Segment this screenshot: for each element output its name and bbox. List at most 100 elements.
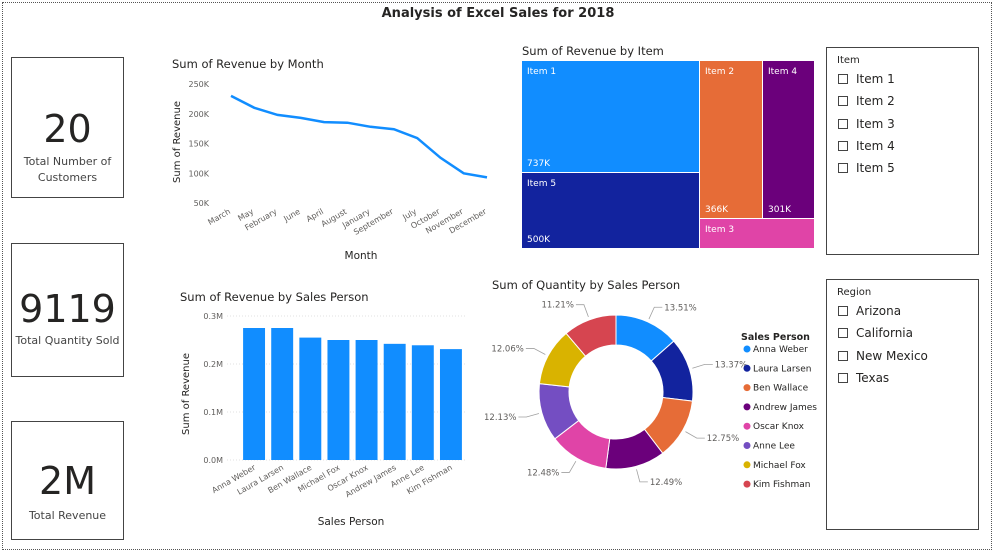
legend-item[interactable]: Michael Fox — [753, 461, 806, 471]
card-total-customers[interactable]: 20 Total Number of Customers — [11, 57, 124, 198]
slicer-option-item-1[interactable]: Item 1 — [838, 68, 978, 90]
card-label-2: Customers — [37, 171, 98, 184]
checkbox[interactable] — [838, 350, 848, 361]
x-tick-label: June — [281, 207, 302, 224]
checkbox[interactable] — [838, 306, 848, 317]
y-tick-label: 0.2M — [203, 360, 223, 369]
slicer-option-new-mexico[interactable]: New Mexico — [838, 345, 978, 367]
card-value: 9119 — [19, 287, 116, 331]
card-total-quantity[interactable]: 9119 Total Quantity Sold — [11, 243, 124, 377]
bar-chart-title: Sum of Revenue by Sales Person — [180, 290, 369, 304]
slicer-option-california[interactable]: California — [838, 322, 978, 344]
slicer-option-label: Item 2 — [856, 94, 895, 109]
treemap-tile-item-5[interactable]: Item 5 500K — [522, 173, 699, 248]
slicer-option-item-5[interactable]: Item 5 — [838, 157, 978, 179]
card-total-revenue[interactable]: 2M Total Revenue — [11, 421, 124, 540]
y-tick-label: 0.1M — [203, 408, 223, 417]
slicer-option-label: California — [856, 326, 913, 341]
card-label: Total Quantity Sold — [15, 334, 120, 347]
legend-item[interactable]: Oscar Knox — [753, 422, 805, 432]
leader-line — [685, 431, 705, 439]
legend-marker — [743, 461, 751, 469]
slicer-option-label: Arizona — [856, 304, 902, 319]
data-label: 12.75% — [707, 434, 739, 444]
leader-line — [648, 306, 663, 320]
x-tick-label: March — [206, 207, 232, 227]
data-label: 12.06% — [491, 344, 523, 354]
treemap-tile-item-3[interactable]: Item 3 — [700, 219, 814, 248]
revenue-line — [230, 94, 488, 179]
leader-line — [636, 469, 648, 483]
treemap-tile-item-2[interactable]: Item 2 366K — [700, 61, 762, 218]
treemap-tile-item-1[interactable]: Item 1 737K — [522, 61, 699, 172]
x-axis-title: Month — [345, 250, 378, 262]
slicer-option-texas[interactable]: Texas — [838, 367, 978, 389]
legend-item[interactable]: Andrew James — [753, 403, 817, 413]
legend-marker — [743, 403, 751, 411]
bar[interactable] — [271, 328, 294, 460]
treemap-tile-label: Item 5 — [527, 179, 557, 189]
bar[interactable] — [299, 337, 322, 460]
data-label: 12.48% — [527, 468, 559, 478]
leader-line — [561, 461, 577, 473]
legend-item[interactable]: Kim Fishman — [753, 480, 810, 490]
data-label: 13.37% — [715, 360, 747, 370]
treemap-tile-label: Item 4 — [768, 67, 798, 77]
y-axis-title: Sum of Revenue — [181, 353, 192, 435]
donut-slice[interactable] — [565, 314, 617, 357]
legend-marker — [743, 442, 751, 449]
checkbox[interactable] — [838, 141, 848, 152]
slicer-option-label: Texas — [856, 371, 890, 386]
leader-line — [575, 304, 589, 318]
data-label: 12.13% — [485, 413, 516, 423]
bar[interactable] — [439, 349, 462, 460]
bar[interactable] — [411, 345, 434, 460]
y-axis-title: Sum of Revenue — [172, 101, 183, 183]
slicer-option-item-4[interactable]: Item 4 — [838, 135, 978, 157]
bar[interactable] — [383, 343, 406, 460]
slicer-option-item-3[interactable]: Item 3 — [838, 113, 978, 135]
legend-item[interactable]: Laura Larsen — [753, 364, 811, 374]
bar[interactable] — [243, 328, 266, 460]
legend-item[interactable]: Anna Weber — [753, 345, 808, 355]
leader-line — [518, 413, 540, 418]
donut-chart[interactable]: 13.51% 13.37% 12.75% 12.49% 12.48% 12.13% 12.0… — [485, 296, 825, 506]
legend-item[interactable]: Anne Lee — [753, 442, 795, 452]
checkbox[interactable] — [838, 373, 848, 384]
treemap-tile-value: 366K — [705, 205, 729, 215]
slicer-option-arizona[interactable]: Arizona — [838, 300, 978, 322]
treemap-tile-item-4[interactable]: Item 4 301K — [763, 61, 814, 218]
treemap-tile-value: 500K — [527, 235, 551, 245]
legend-title: Sales Person — [741, 332, 810, 343]
checkbox[interactable] — [838, 96, 848, 107]
donut-chart-title: Sum of Quantity by Sales Person — [492, 278, 681, 292]
region-slicer: Region Arizona California New Mexico Tex… — [826, 279, 979, 530]
legend-marker — [743, 480, 751, 488]
legend-marker — [743, 384, 751, 392]
treemap-tile-label: Item 1 — [527, 67, 557, 77]
y-tick-label: 250K — [188, 80, 209, 89]
item-slicer: Item Item 1 Item 2 Item 3 Item 4 Item 5 — [826, 47, 979, 255]
leader-line — [692, 363, 713, 369]
treemap-tile-label: Item 2 — [705, 67, 735, 77]
bar[interactable] — [327, 340, 350, 460]
treemap-chart[interactable]: Item 1 737K Item 5 500K Item 2 366K Item 4 301K… — [522, 61, 814, 248]
bar[interactable] — [355, 340, 378, 460]
checkbox[interactable] — [838, 163, 848, 174]
checkbox[interactable] — [838, 328, 848, 339]
line-chart-title: Sum of Revenue by Month — [172, 57, 324, 71]
data-label: 11.21% — [541, 301, 573, 311]
data-label: 13.51% — [664, 303, 696, 313]
y-tick-label: 50K — [194, 199, 210, 208]
checkbox[interactable] — [838, 74, 848, 85]
y-tick-label: 0.0M — [203, 456, 223, 465]
slicer-option-label: New Mexico — [856, 348, 928, 363]
legend-item[interactable]: Ben Wallace — [753, 384, 809, 394]
leader-line — [525, 348, 546, 355]
treemap-tile-value: 737K — [527, 159, 551, 169]
checkbox[interactable] — [838, 118, 848, 129]
slicer-option-item-2[interactable]: Item 2 — [838, 90, 978, 112]
